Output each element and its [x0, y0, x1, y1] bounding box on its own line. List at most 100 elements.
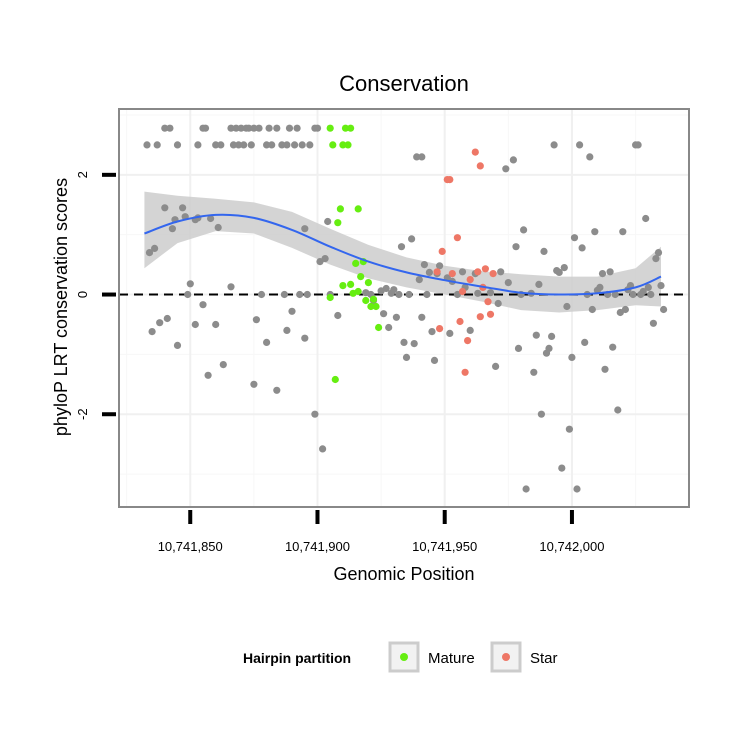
y-axis-title: phyloP LRT conservation scores	[51, 178, 71, 436]
data-point-other	[148, 328, 156, 336]
data-point-other	[227, 124, 235, 132]
data-point-other	[509, 156, 517, 164]
data-point-other	[252, 316, 260, 324]
data-point-other	[273, 124, 281, 132]
data-point-other	[532, 331, 540, 339]
data-point-other	[560, 264, 568, 272]
data-point-other	[283, 326, 291, 334]
data-point-star	[476, 162, 484, 170]
data-point-star	[438, 247, 446, 255]
data-point-other	[268, 141, 276, 149]
data-point-other	[629, 290, 637, 299]
data-point-star	[471, 148, 479, 156]
data-point-other	[255, 124, 263, 132]
data-point-other	[609, 343, 617, 351]
data-point-mature	[354, 205, 362, 213]
data-point-other	[504, 279, 512, 287]
data-point-other	[257, 290, 266, 299]
data-point-other	[263, 338, 271, 346]
data-point-other	[207, 214, 215, 223]
data-point-other	[247, 141, 255, 149]
data-point-other	[168, 225, 176, 233]
y-tick-label: 2	[75, 171, 90, 178]
data-point-other	[654, 249, 663, 257]
data-point-other	[145, 249, 154, 257]
data-point-other	[199, 301, 207, 309]
data-point-other	[201, 124, 210, 132]
data-point-other	[385, 323, 393, 332]
data-point-mature	[347, 124, 355, 132]
data-point-other	[153, 141, 161, 149]
data-point-other	[415, 276, 423, 284]
data-point-other	[530, 368, 538, 376]
data-point-other	[395, 290, 403, 299]
data-point-other	[568, 353, 576, 361]
data-point-other	[420, 261, 428, 269]
data-point-mature	[329, 141, 337, 149]
data-point-other	[581, 338, 589, 346]
data-point-mature	[326, 124, 334, 132]
plot-border	[118, 108, 690, 508]
data-point-other	[397, 243, 406, 251]
data-point-mature	[347, 280, 355, 288]
data-point-other	[535, 280, 543, 288]
data-point-other	[520, 226, 528, 234]
data-point-other	[474, 289, 482, 297]
data-point-star	[433, 268, 441, 276]
data-point-other	[418, 313, 426, 321]
data-point-other	[273, 386, 281, 394]
data-point-other	[186, 280, 194, 288]
data-point-other	[537, 410, 546, 418]
data-point-other	[283, 141, 291, 149]
data-point-other	[173, 141, 182, 149]
data-point-other	[288, 307, 296, 315]
data-point-star	[453, 234, 461, 242]
data-point-other	[301, 334, 309, 342]
data-point-other	[291, 141, 299, 149]
data-point-other	[548, 332, 556, 340]
data-point-other	[418, 153, 426, 161]
x-tick-label: 10,741,950	[412, 539, 477, 554]
data-point-other	[430, 356, 439, 364]
confidence-band	[144, 191, 661, 313]
chart-title: Conservation	[339, 71, 469, 96]
data-point-other	[390, 286, 398, 294]
x-tick-label: 10,742,000	[539, 539, 604, 554]
data-point-other	[591, 228, 599, 236]
data-point-other	[586, 153, 594, 161]
data-point-mature	[336, 205, 344, 213]
data-point-mature	[369, 295, 378, 303]
data-point-star	[436, 325, 444, 333]
data-point-other	[229, 141, 238, 149]
data-point-other	[657, 282, 665, 290]
data-point-mature	[354, 287, 362, 296]
data-point-other	[235, 141, 243, 149]
data-point-other	[293, 124, 301, 132]
legend-dot-star	[502, 653, 510, 661]
data-point-other	[402, 353, 411, 361]
data-point-other	[306, 141, 314, 149]
data-point-other	[240, 141, 248, 149]
data-point-mature	[375, 323, 383, 332]
data-point-star	[446, 176, 454, 184]
data-point-star	[484, 298, 492, 306]
data-point-star	[476, 313, 484, 321]
data-point-mature	[341, 124, 350, 132]
data-point-other	[303, 290, 311, 299]
data-point-other	[494, 299, 502, 308]
legend-dot-mature	[400, 653, 408, 661]
data-point-star	[486, 310, 495, 318]
data-point-other	[321, 255, 329, 263]
data-point-other	[621, 305, 630, 314]
data-point-other	[184, 290, 192, 299]
data-point-other	[642, 214, 650, 223]
data-point-other	[644, 283, 652, 291]
data-point-other	[313, 124, 322, 132]
legend-label-star: Star	[530, 650, 558, 667]
data-point-star	[481, 265, 489, 273]
data-point-other	[596, 283, 604, 291]
data-point-other	[285, 124, 294, 132]
data-point-other	[570, 234, 579, 242]
data-point-star	[458, 287, 467, 296]
y-tick-label: -2	[75, 408, 90, 420]
